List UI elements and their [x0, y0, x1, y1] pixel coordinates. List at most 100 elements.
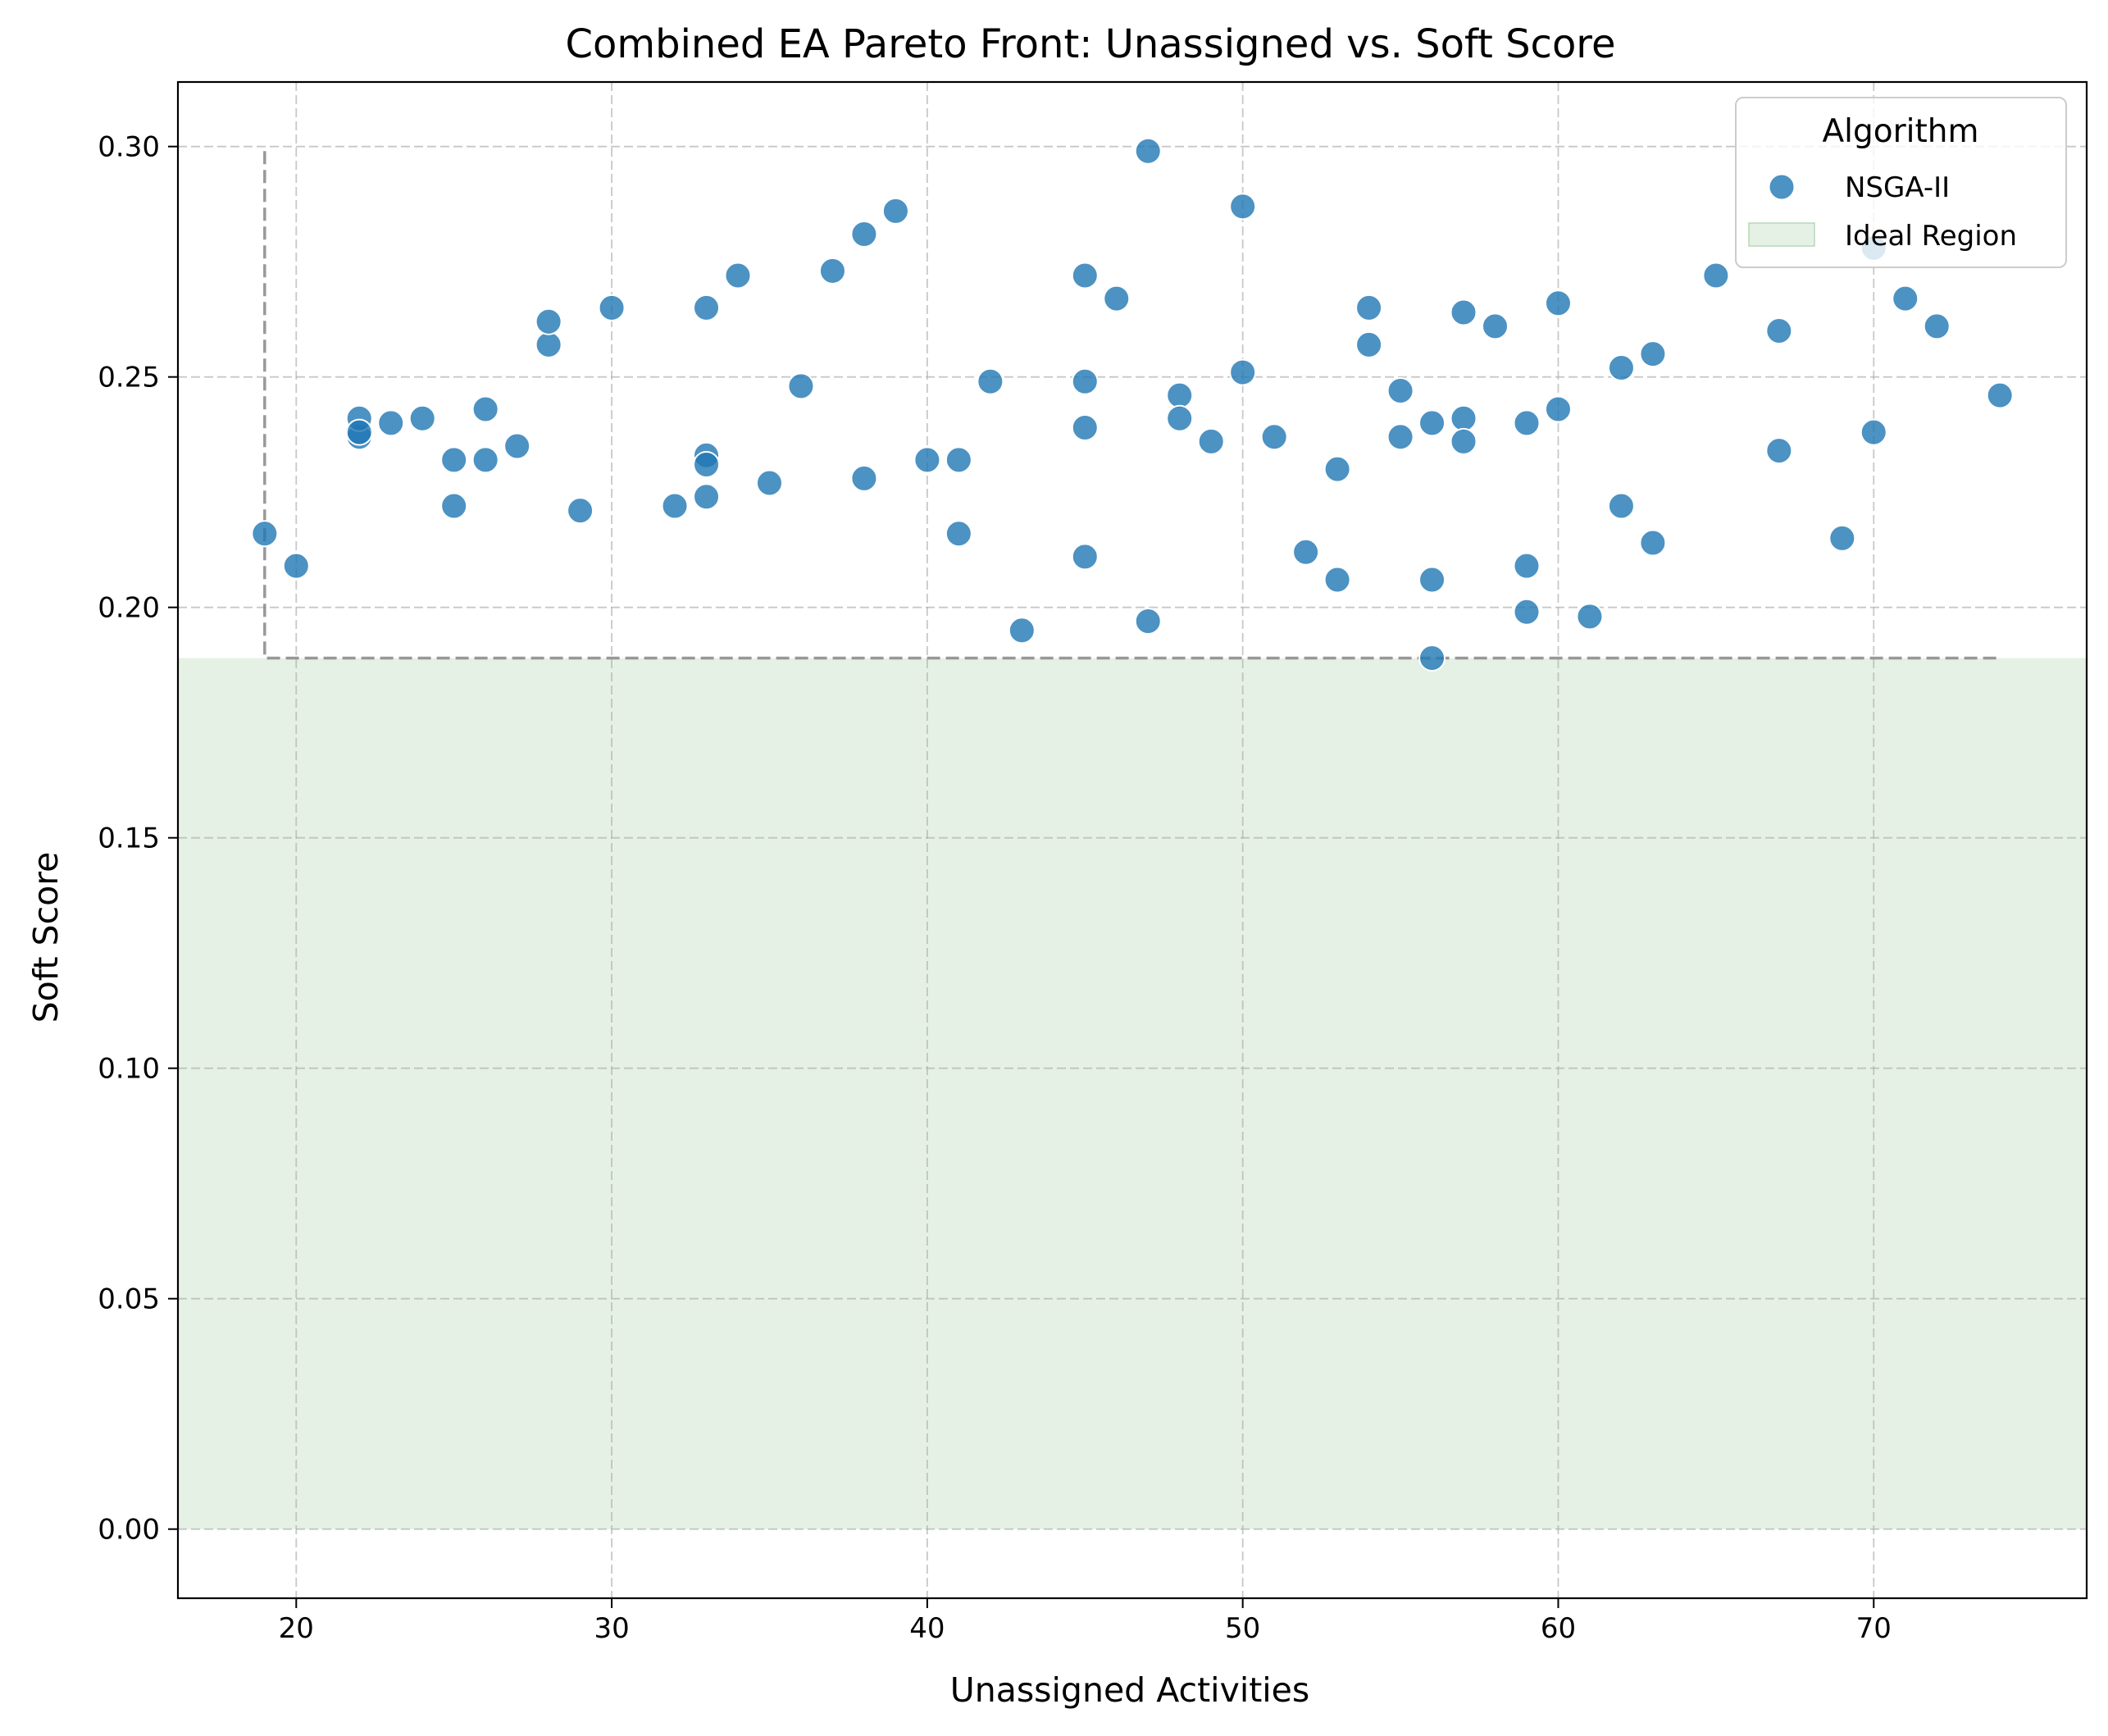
data-point-34 — [1071, 367, 1099, 395]
legend: Algorithm NSGA-II Ideal Region — [1735, 97, 2067, 268]
data-point-48 — [1323, 566, 1351, 594]
data-point-45 — [1260, 423, 1288, 451]
y-tick-label-4: 0.20 — [98, 592, 160, 625]
data-point-53 — [1418, 409, 1446, 437]
data-point-54 — [1418, 566, 1446, 594]
data-point-77 — [1923, 312, 1951, 340]
x-tick-label-5: 70 — [1856, 1612, 1892, 1645]
data-point-61 — [1513, 552, 1541, 580]
data-point-1 — [282, 552, 310, 580]
data-point-63 — [1544, 289, 1572, 317]
y-tick-label-5: 0.25 — [98, 362, 160, 394]
legend-swatch-ideal-region — [1748, 222, 1815, 247]
data-point-39 — [1134, 608, 1162, 636]
data-point-23 — [787, 372, 815, 400]
data-point-70 — [1702, 262, 1730, 289]
y-tick-label-0: 0.00 — [98, 1514, 160, 1547]
legend-marker-nsga-ii — [1768, 173, 1796, 201]
data-point-35 — [1071, 414, 1099, 442]
data-point-60 — [1513, 409, 1541, 437]
data-point-32 — [1008, 617, 1036, 645]
plot-frame — [176, 80, 2088, 1600]
data-point-24 — [818, 257, 846, 285]
legend-title: Algorithm — [1822, 113, 1978, 150]
y-tick-label-2: 0.10 — [98, 1053, 160, 1086]
x-tick-label-1: 30 — [594, 1612, 629, 1645]
data-point-43 — [1229, 193, 1257, 221]
data-point-69 — [1639, 529, 1667, 557]
legend-label-ideal-region: Ideal Region — [1845, 220, 2017, 253]
data-point-25 — [850, 220, 878, 248]
y-axis-label: Soft Score — [26, 852, 66, 1023]
data-point-71 — [1765, 317, 1793, 344]
data-point-76 — [1892, 285, 1919, 312]
data-point-5 — [377, 409, 405, 437]
data-point-14 — [567, 497, 594, 525]
data-point-8 — [440, 492, 468, 520]
data-point-17 — [693, 294, 721, 321]
x-tick-label-4: 60 — [1541, 1612, 1576, 1645]
data-point-29 — [945, 446, 972, 474]
ideal-region-band — [178, 658, 2087, 1529]
data-point-50 — [1355, 330, 1383, 358]
data-point-12 — [535, 330, 562, 358]
data-point-73 — [1828, 524, 1856, 552]
data-point-22 — [755, 469, 783, 497]
chart-title: Combined EA Pareto Front: Unassigned vs.… — [565, 21, 1615, 67]
data-point-26 — [850, 464, 878, 492]
data-point-13 — [535, 308, 562, 335]
data-point-52 — [1386, 423, 1414, 451]
data-point-7 — [440, 446, 468, 474]
data-point-4 — [345, 418, 373, 446]
data-point-40 — [1166, 381, 1194, 409]
data-point-36 — [1071, 543, 1099, 571]
legend-frame — [1735, 97, 2067, 268]
data-point-62 — [1513, 598, 1541, 626]
data-point-15 — [598, 294, 626, 321]
data-point-33 — [1071, 262, 1099, 289]
data-point-11 — [503, 432, 531, 460]
data-point-67 — [1607, 492, 1635, 520]
data-point-9 — [471, 395, 499, 423]
data-point-37 — [1103, 285, 1131, 312]
data-point-42 — [1197, 427, 1225, 455]
data-point-58 — [1450, 427, 1477, 455]
data-point-51 — [1386, 377, 1414, 405]
data-point-10 — [471, 446, 499, 474]
data-point-59 — [1482, 312, 1509, 340]
data-point-27 — [881, 197, 909, 225]
data-point-75 — [1860, 418, 1887, 446]
data-point-21 — [724, 262, 752, 289]
x-tick-label-2: 40 — [909, 1612, 945, 1645]
data-point-6 — [408, 404, 436, 432]
y-tick-label-1: 0.05 — [98, 1283, 160, 1316]
x-tick-label-0: 20 — [279, 1612, 314, 1645]
data-point-30 — [945, 520, 972, 548]
x-axis-label: Unassigned Activities — [950, 1670, 1310, 1710]
y-tick-label-6: 0.30 — [98, 131, 160, 164]
data-point-0 — [251, 520, 279, 548]
data-point-49 — [1355, 294, 1383, 321]
data-point-57 — [1450, 404, 1477, 432]
y-tick-label-3: 0.15 — [98, 822, 160, 855]
data-point-31 — [977, 367, 1004, 395]
data-point-19 — [693, 450, 721, 478]
data-point-28 — [913, 446, 941, 474]
data-point-55 — [1418, 645, 1446, 672]
data-point-78 — [1986, 381, 2014, 409]
x-tick-label-3: 50 — [1225, 1612, 1260, 1645]
data-point-66 — [1607, 353, 1635, 381]
data-point-20 — [693, 483, 721, 511]
data-point-41 — [1166, 404, 1194, 432]
data-point-16 — [661, 492, 689, 520]
data-point-65 — [1576, 603, 1604, 631]
data-point-68 — [1639, 340, 1667, 368]
data-point-56 — [1450, 298, 1477, 326]
data-point-64 — [1544, 395, 1572, 423]
data-point-46 — [1292, 538, 1320, 566]
data-point-38 — [1134, 137, 1162, 165]
data-point-44 — [1229, 358, 1257, 386]
data-point-72 — [1765, 437, 1793, 465]
